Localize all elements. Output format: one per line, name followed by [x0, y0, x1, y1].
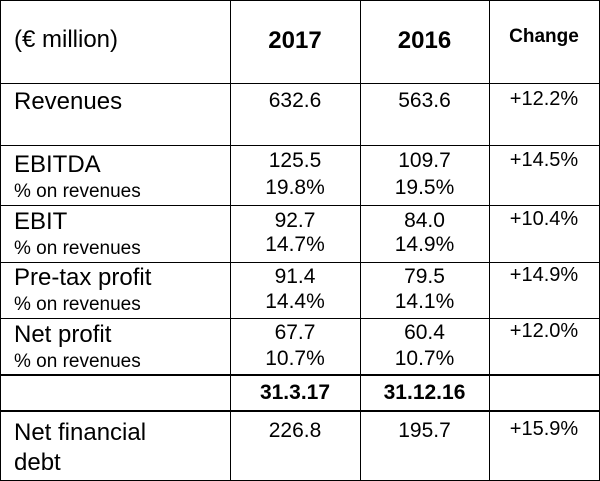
table-divider — [0, 410, 600, 412]
revenues-2017: 632.6 — [268, 89, 322, 112]
table-divider — [0, 318, 600, 319]
row-label-net-financial-debt-line2: debt — [14, 449, 61, 476]
net-profit-2017: 67.7 — [274, 321, 316, 344]
pretax-profit-2017: 91.4 — [274, 265, 316, 288]
table-divider — [0, 0, 1, 481]
pretax-profit-2016: 79.5 — [404, 265, 445, 288]
pretax-profit-2016-margin: 14.1% — [394, 290, 455, 313]
row-label-revenues: Revenues — [14, 88, 123, 115]
ebit-change: +10.4% — [509, 208, 579, 230]
row-sublabel-ebitda: % on revenues — [14, 181, 141, 202]
balance-date-2016: 31.12.16 — [383, 381, 466, 404]
row-label-ebitda: EBITDA — [14, 151, 101, 178]
table-divider — [0, 83, 600, 84]
ebitda-2017-margin: 19.8% — [265, 176, 325, 199]
table-divider — [0, 262, 600, 263]
ebitda-2017: 125.5 — [268, 149, 322, 172]
row-label-pretax-profit: Pre-tax profit — [14, 264, 152, 291]
net-profit-2016: 60.4 — [404, 321, 445, 344]
table-divider — [0, 374, 600, 376]
row-label-net-financial-debt: Net financial — [14, 419, 147, 446]
pretax-profit-2017-margin: 14.4% — [265, 290, 325, 313]
ebitda-2016: 109.7 — [398, 149, 451, 172]
row-sublabel-ebit: % on revenues — [14, 238, 141, 259]
row-label-ebit: EBIT — [14, 208, 68, 235]
ebitda-change: +14.5% — [509, 149, 579, 171]
net-profit-2017-margin: 10.7% — [265, 347, 325, 370]
table-divider — [0, 145, 600, 146]
row-label-net-profit: Net profit — [14, 321, 112, 348]
table-divider — [360, 0, 361, 481]
header-change: Change — [509, 26, 579, 47]
row-sublabel-pretax-profit: % on revenues — [14, 294, 141, 315]
table-divider — [489, 0, 490, 481]
header-2017: 2017 — [268, 27, 322, 54]
table-divider — [230, 0, 231, 481]
pretax-profit-change: +14.9% — [509, 264, 579, 286]
ebit-2017: 92.7 — [274, 209, 316, 232]
ebit-2016: 84.0 — [404, 209, 445, 232]
table-divider — [0, 0, 600, 1]
header-unit-label: (€ million) — [14, 26, 119, 53]
ebitda-2016-margin: 19.5% — [394, 176, 455, 199]
header-2016: 2016 — [397, 27, 452, 54]
row-sublabel-net-profit: % on revenues — [14, 351, 141, 372]
revenues-change: +12.2% — [509, 88, 579, 110]
ebit-2016-margin: 14.9% — [394, 233, 455, 256]
net-profit-2016-margin: 10.7% — [394, 347, 455, 370]
net-financial-debt-change: +15.9% — [509, 418, 579, 440]
net-profit-change: +12.0% — [509, 320, 579, 342]
net-financial-debt-2016: 195.7 — [398, 419, 451, 442]
net-financial-debt-2017: 226.8 — [268, 419, 322, 442]
balance-date-2017: 31.3.17 — [259, 381, 331, 404]
revenues-2016: 563.6 — [398, 89, 451, 112]
table-divider — [0, 205, 600, 206]
ebit-2017-margin: 14.7% — [265, 233, 325, 256]
